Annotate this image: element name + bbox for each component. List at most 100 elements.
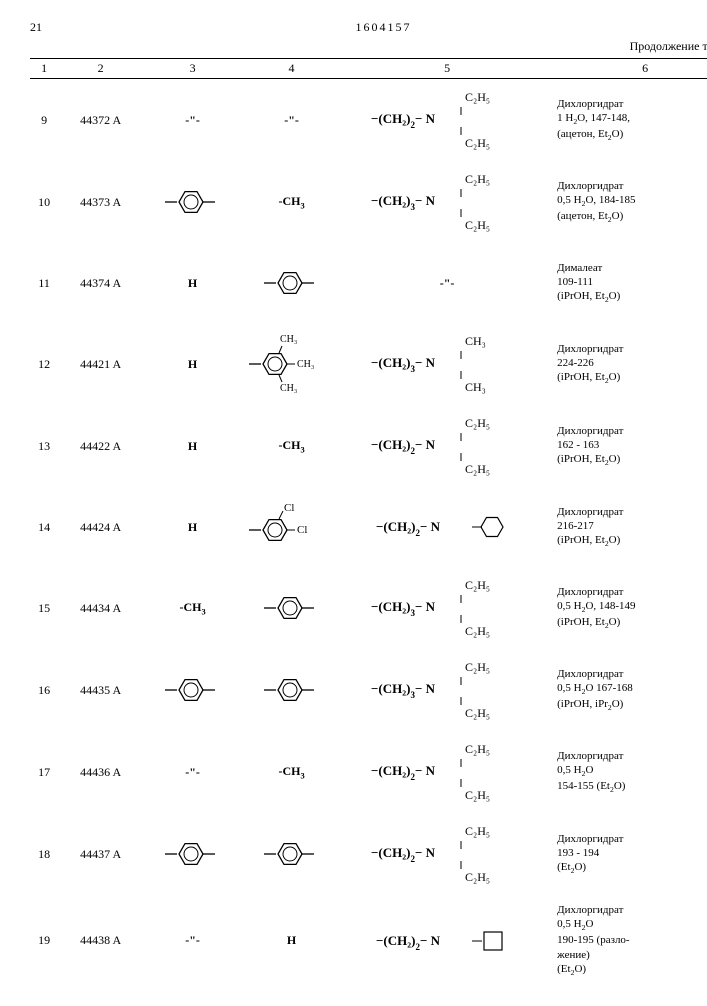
- substituent-r2: -CH3: [242, 731, 341, 813]
- row-num: 17: [30, 731, 58, 813]
- row-num: 18: [30, 813, 58, 895]
- amine-chain: −(CH₂)2− N: [341, 895, 553, 986]
- compound-code: 44374 A: [58, 243, 143, 323]
- table-row: 1544434 A-CH3 C₂H₅ −(CH₂)3− N C₂H₅ Дихло…: [30, 567, 707, 649]
- row-num: 10: [30, 161, 58, 243]
- table-row: 1644435 A C₂H₅ −(CH₂)3− N C₂H₅ Дихлоргид…: [30, 649, 707, 731]
- col-1: 1: [30, 59, 58, 79]
- row-num: 11: [30, 243, 58, 323]
- amine-chain: CH₃ −(CH₂)3− N CH₃: [341, 323, 553, 405]
- properties: Дихлоргидрат1 H2O, 147-148,(ацетон, Et2O…: [553, 79, 707, 162]
- svg-text:C₂H₅: C₂H₅: [465, 870, 490, 884]
- properties: Дихлоргидрат0,5 H2O, 184-185(ацетон, Et2…: [553, 161, 707, 243]
- substituent-r1: H: [143, 487, 242, 567]
- substituent-r2: [242, 567, 341, 649]
- amine-chain: −(CH₂)2− N: [341, 487, 553, 567]
- compound-code: 44435 A: [58, 649, 143, 731]
- compound-code: 44438 A: [58, 895, 143, 986]
- svg-text:−(CH₂)3− N: −(CH₂)3− N: [371, 355, 436, 374]
- svg-text:C₂H₅: C₂H₅: [465, 462, 490, 476]
- properties: Дихлоргидрат193 - 194(Et2O): [553, 813, 707, 895]
- svg-text:C₂H₅: C₂H₅: [465, 136, 490, 150]
- table-row: 1744436 A-"--CH3 C₂H₅ −(CH₂)2− N C₂H₅ Ди…: [30, 731, 707, 813]
- col-6: 6: [553, 59, 707, 79]
- substituent-r2: [242, 813, 341, 895]
- substituent-r1: -"-: [143, 79, 242, 162]
- page-header: 21 1604157 22: [30, 20, 707, 35]
- compound-code: 44434 A: [58, 567, 143, 649]
- svg-text:C₂H₅: C₂H₅: [465, 824, 490, 838]
- svg-text:C₂H₅: C₂H₅: [465, 172, 490, 186]
- svg-text:CH₃: CH₃: [280, 383, 297, 394]
- compound-code: 44436 A: [58, 731, 143, 813]
- header-row: 1 2 3 4 5 6: [30, 59, 707, 79]
- substituent-r2: -CH3: [242, 161, 341, 243]
- row-num: 12: [30, 323, 58, 405]
- table-row: 1444424 AH Cl Cl −(CH₂)2− N Дихлоргидрат…: [30, 487, 707, 567]
- svg-text:C₂H₅: C₂H₅: [465, 218, 490, 232]
- svg-text:CH₃: CH₃: [465, 380, 486, 394]
- table-caption: Продолжение табл. 2: [30, 39, 707, 54]
- svg-text:Cl: Cl: [284, 502, 294, 514]
- table-row: 1944438 A-"-H −(CH₂)2− N Дихлоргидрат0,5…: [30, 895, 707, 986]
- svg-text:−(CH₂)2− N: −(CH₂)2− N: [371, 845, 436, 864]
- svg-text:C₂H₅: C₂H₅: [465, 578, 490, 592]
- substituent-r1: -CH3: [143, 567, 242, 649]
- table-row: 944372 A-"--"- C₂H₅ −(CH₂)2− N C₂H₅ Дихл…: [30, 79, 707, 162]
- table-row: 1044373 A -CH3 C₂H₅ −(CH₂)3− N C₂H₅ Дихл…: [30, 161, 707, 243]
- svg-text:−(CH₂)2− N: −(CH₂)2− N: [371, 111, 436, 130]
- amine-chain: C₂H₅ −(CH₂)2− N C₂H₅: [341, 405, 553, 487]
- amine-chain: C₂H₅ −(CH₂)2− N C₂H₅: [341, 813, 553, 895]
- properties: Дихлоргидрат216-217(iPrOH, Et2O): [553, 487, 707, 567]
- svg-text:C₂H₅: C₂H₅: [465, 624, 490, 638]
- properties: Дихлоргидрат0,5 H2O190-195 (разло-жение)…: [553, 895, 707, 986]
- svg-text:CH₃: CH₃: [297, 359, 314, 370]
- table-row: 1244421 AH CH₃ CH₃ CH₃ CH₃ −(CH₂)3− N CH…: [30, 323, 707, 405]
- page-left: 21: [30, 20, 42, 35]
- svg-text:CH₃: CH₃: [465, 334, 486, 348]
- compound-code: 44422 A: [58, 405, 143, 487]
- row-num: 16: [30, 649, 58, 731]
- svg-text:−(CH₂)3− N: −(CH₂)3− N: [371, 681, 436, 700]
- compound-code: 44424 A: [58, 487, 143, 567]
- svg-text:C₂H₅: C₂H₅: [465, 788, 490, 802]
- substituent-r1: H: [143, 405, 242, 487]
- properties: Дихлоргидрат224-226(iPrOH, Et2O): [553, 323, 707, 405]
- compound-code: 44437 A: [58, 813, 143, 895]
- svg-text:C₂H₅: C₂H₅: [465, 706, 490, 720]
- col-2: 2: [58, 59, 143, 79]
- svg-text:−(CH₂)2− N: −(CH₂)2− N: [371, 763, 436, 782]
- col-3: 3: [143, 59, 242, 79]
- col-4: 4: [242, 59, 341, 79]
- svg-text:−(CH₂)3− N: −(CH₂)3− N: [371, 193, 436, 212]
- svg-text:C₂H₅: C₂H₅: [465, 660, 490, 674]
- properties: Дихлоргидрат162 - 163(iPrOH, Et2O): [553, 405, 707, 487]
- compound-code: 44372 A: [58, 79, 143, 162]
- amine-chain: C₂H₅ −(CH₂)3− N C₂H₅: [341, 649, 553, 731]
- row-num: 9: [30, 79, 58, 162]
- svg-text:−(CH₂)2− N: −(CH₂)2− N: [376, 519, 441, 538]
- substituent-r2: [242, 649, 341, 731]
- substituent-r2: CH₃ CH₃ CH₃: [242, 323, 341, 405]
- patent-number: 1604157: [42, 20, 707, 35]
- row-num: 15: [30, 567, 58, 649]
- amine-chain: -"-: [341, 243, 553, 323]
- substituent-r1: H: [143, 243, 242, 323]
- table-row: 1344422 AH-CH3 C₂H₅ −(CH₂)2− N C₂H₅ Дихл…: [30, 405, 707, 487]
- substituent-r2: Cl Cl: [242, 487, 341, 567]
- substituent-r1: [143, 649, 242, 731]
- table-row: 1844437 A C₂H₅ −(CH₂)2− N C₂H₅ Дихлоргид…: [30, 813, 707, 895]
- row-num: 19: [30, 895, 58, 986]
- amine-chain: C₂H₅ −(CH₂)3− N C₂H₅: [341, 567, 553, 649]
- svg-text:CH₃: CH₃: [280, 334, 297, 345]
- svg-text:C₂H₅: C₂H₅: [465, 742, 490, 756]
- properties: Дихлоргидрат0,5 H2O154-155 (Et2O): [553, 731, 707, 813]
- compound-table: 1 2 3 4 5 6 944372 A-"--"- C₂H₅ −(CH₂)2−…: [30, 58, 707, 986]
- amine-chain: C₂H₅ −(CH₂)2− N C₂H₅: [341, 79, 553, 162]
- row-num: 13: [30, 405, 58, 487]
- svg-text:C₂H₅: C₂H₅: [465, 416, 490, 430]
- col-5: 5: [341, 59, 553, 79]
- amine-chain: C₂H₅ −(CH₂)2− N C₂H₅: [341, 731, 553, 813]
- amine-chain: C₂H₅ −(CH₂)3− N C₂H₅: [341, 161, 553, 243]
- substituent-r2: -CH3: [242, 405, 341, 487]
